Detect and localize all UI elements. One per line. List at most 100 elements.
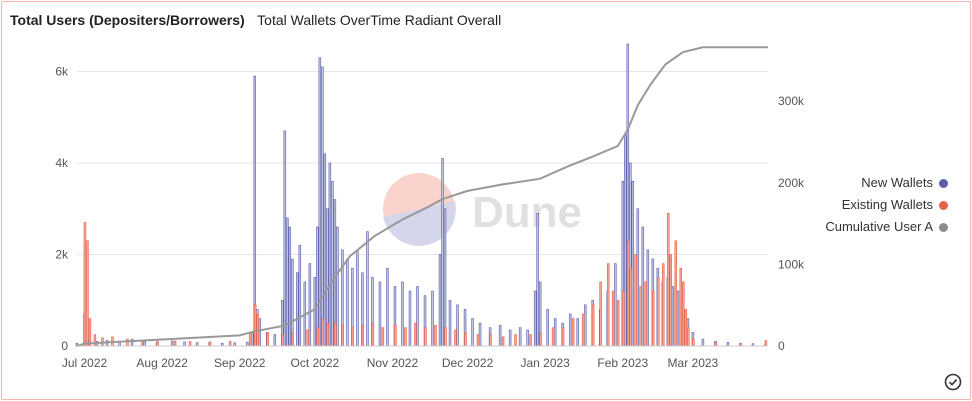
new-wallets-bar [671, 286, 675, 347]
existing-wallets-bar [83, 222, 87, 347]
new-wallets-bar [641, 226, 645, 347]
y-left-tick-label: 6k [55, 64, 69, 78]
existing-wallets-bar [341, 325, 345, 347]
existing-wallets-bar [93, 334, 97, 347]
cumulative-user-a-line [76, 46, 768, 347]
y-right-tick-label: 100k [778, 257, 805, 271]
new-wallets-bar [471, 318, 474, 347]
existing-wallets-bar [551, 327, 555, 347]
existing-wallets-bar [661, 263, 665, 347]
y-left-tick-label: 0 [61, 339, 68, 353]
dune-watermark: Dune [383, 173, 582, 246]
existing-wallets-bar [464, 331, 467, 347]
x-tick-label: Nov 2022 [367, 356, 419, 370]
new-wallets-bar [646, 249, 650, 347]
y-right-tick-label: 0 [778, 339, 785, 353]
existing-wallets-bar [351, 327, 355, 347]
existing-wallets-bar [684, 309, 688, 347]
existing-wallets-bar [281, 334, 284, 347]
legend-dot-new-wallets [939, 179, 948, 189]
existing-wallets-bar [316, 327, 319, 347]
x-tick-label: Dec 2022 [442, 356, 494, 370]
new-wallets-bar [336, 226, 339, 347]
existing-wallets-bar [626, 240, 630, 347]
legend: New Wallets Existing Wallets Cumulative … [825, 172, 948, 238]
new-wallets-bar [366, 231, 369, 347]
new-wallets-bar [614, 263, 617, 347]
x-tick-label: Oct 2022 [290, 356, 339, 370]
existing-wallets-bar [414, 322, 417, 347]
existing-wallets-bar [86, 240, 89, 347]
existing-wallets-bar [321, 318, 325, 347]
legend-dot-cumulative [939, 223, 948, 233]
new-wallets-bar [726, 342, 730, 347]
existing-wallets-bar [682, 281, 685, 347]
existing-wallets-bar [656, 277, 660, 347]
existing-wallets-bar [687, 327, 690, 347]
new-wallets-bar [498, 325, 502, 347]
new-wallets-bar [356, 249, 359, 347]
existing-wallets-bar [764, 340, 768, 347]
legend-item-cumulative[interactable]: Cumulative User A [825, 216, 948, 238]
new-wallets-bar [346, 258, 349, 347]
new-wallets-bar [533, 290, 537, 347]
new-wallets-bar [568, 313, 572, 347]
existing-wallets-bar [644, 281, 647, 347]
existing-wallets-bar [606, 263, 610, 347]
existing-wallets-bar [669, 254, 673, 347]
new-wallets-bar [408, 290, 412, 347]
new-wallets-bar [296, 272, 299, 347]
new-wallets-bar [401, 281, 404, 347]
new-wallets-bar [258, 318, 262, 347]
existing-wallets-bar [651, 290, 655, 347]
new-wallets-bar [328, 162, 332, 347]
new-wallets-bar [526, 329, 529, 347]
existing-wallets-bar [434, 325, 437, 347]
new-wallets-bar [323, 153, 327, 347]
x-tick-label: Sep 2022 [214, 356, 266, 370]
existing-wallets-bar [371, 322, 375, 347]
new-wallets-bar [701, 338, 705, 347]
new-wallets-bar [441, 158, 444, 347]
existing-wallets-bar [514, 334, 517, 347]
existing-wallets-bar [248, 331, 252, 347]
legend-item-existing-wallets[interactable]: Existing Wallets [825, 194, 948, 216]
existing-wallets-bar [454, 329, 457, 347]
existing-wallets-bar [616, 299, 620, 347]
new-wallets-bar [631, 180, 635, 347]
existing-wallets-bar [253, 304, 257, 347]
legend-label-existing-wallets: Existing Wallets [841, 197, 933, 212]
legend-item-new-wallets[interactable]: New Wallets [825, 172, 948, 194]
existing-wallets-bar [88, 318, 92, 347]
new-wallets-bar [286, 217, 289, 347]
existing-wallets-bar [714, 342, 718, 347]
existing-wallets-bar [394, 325, 397, 347]
existing-wallets-bar [361, 325, 365, 347]
dune-watermark-text: Dune [472, 188, 582, 237]
existing-wallets-bar [621, 290, 625, 347]
new-wallets-bar [624, 135, 627, 347]
existing-wallets-bar [476, 334, 480, 347]
new-wallets-bar [448, 299, 452, 347]
existing-wallets-bar [639, 286, 642, 347]
existing-wallets-bar [126, 338, 129, 347]
existing-wallets-bar [489, 334, 492, 347]
new-wallets-bar [331, 180, 334, 347]
new-wallets-bar [431, 290, 434, 347]
new-wallets-bar [553, 318, 557, 347]
new-wallets-bar [443, 208, 447, 347]
new-wallets-bar [313, 277, 317, 347]
check-circle-icon[interactable] [944, 373, 962, 391]
existing-wallets-bar [581, 313, 585, 347]
new-wallets-bar [283, 130, 287, 347]
y-right-tick-label: 300k [778, 94, 805, 108]
existing-wallets-bar [173, 340, 177, 347]
legend-label-new-wallets: New Wallets [861, 175, 933, 190]
x-tick-label: Mar 2023 [668, 356, 719, 370]
existing-wallets-bar [529, 334, 532, 347]
new-wallets-bar [321, 66, 324, 347]
existing-wallets-bar [326, 322, 330, 347]
existing-wallets-bar [539, 331, 542, 347]
existing-wallets-bar [667, 213, 670, 347]
existing-wallets-bar [188, 341, 192, 347]
